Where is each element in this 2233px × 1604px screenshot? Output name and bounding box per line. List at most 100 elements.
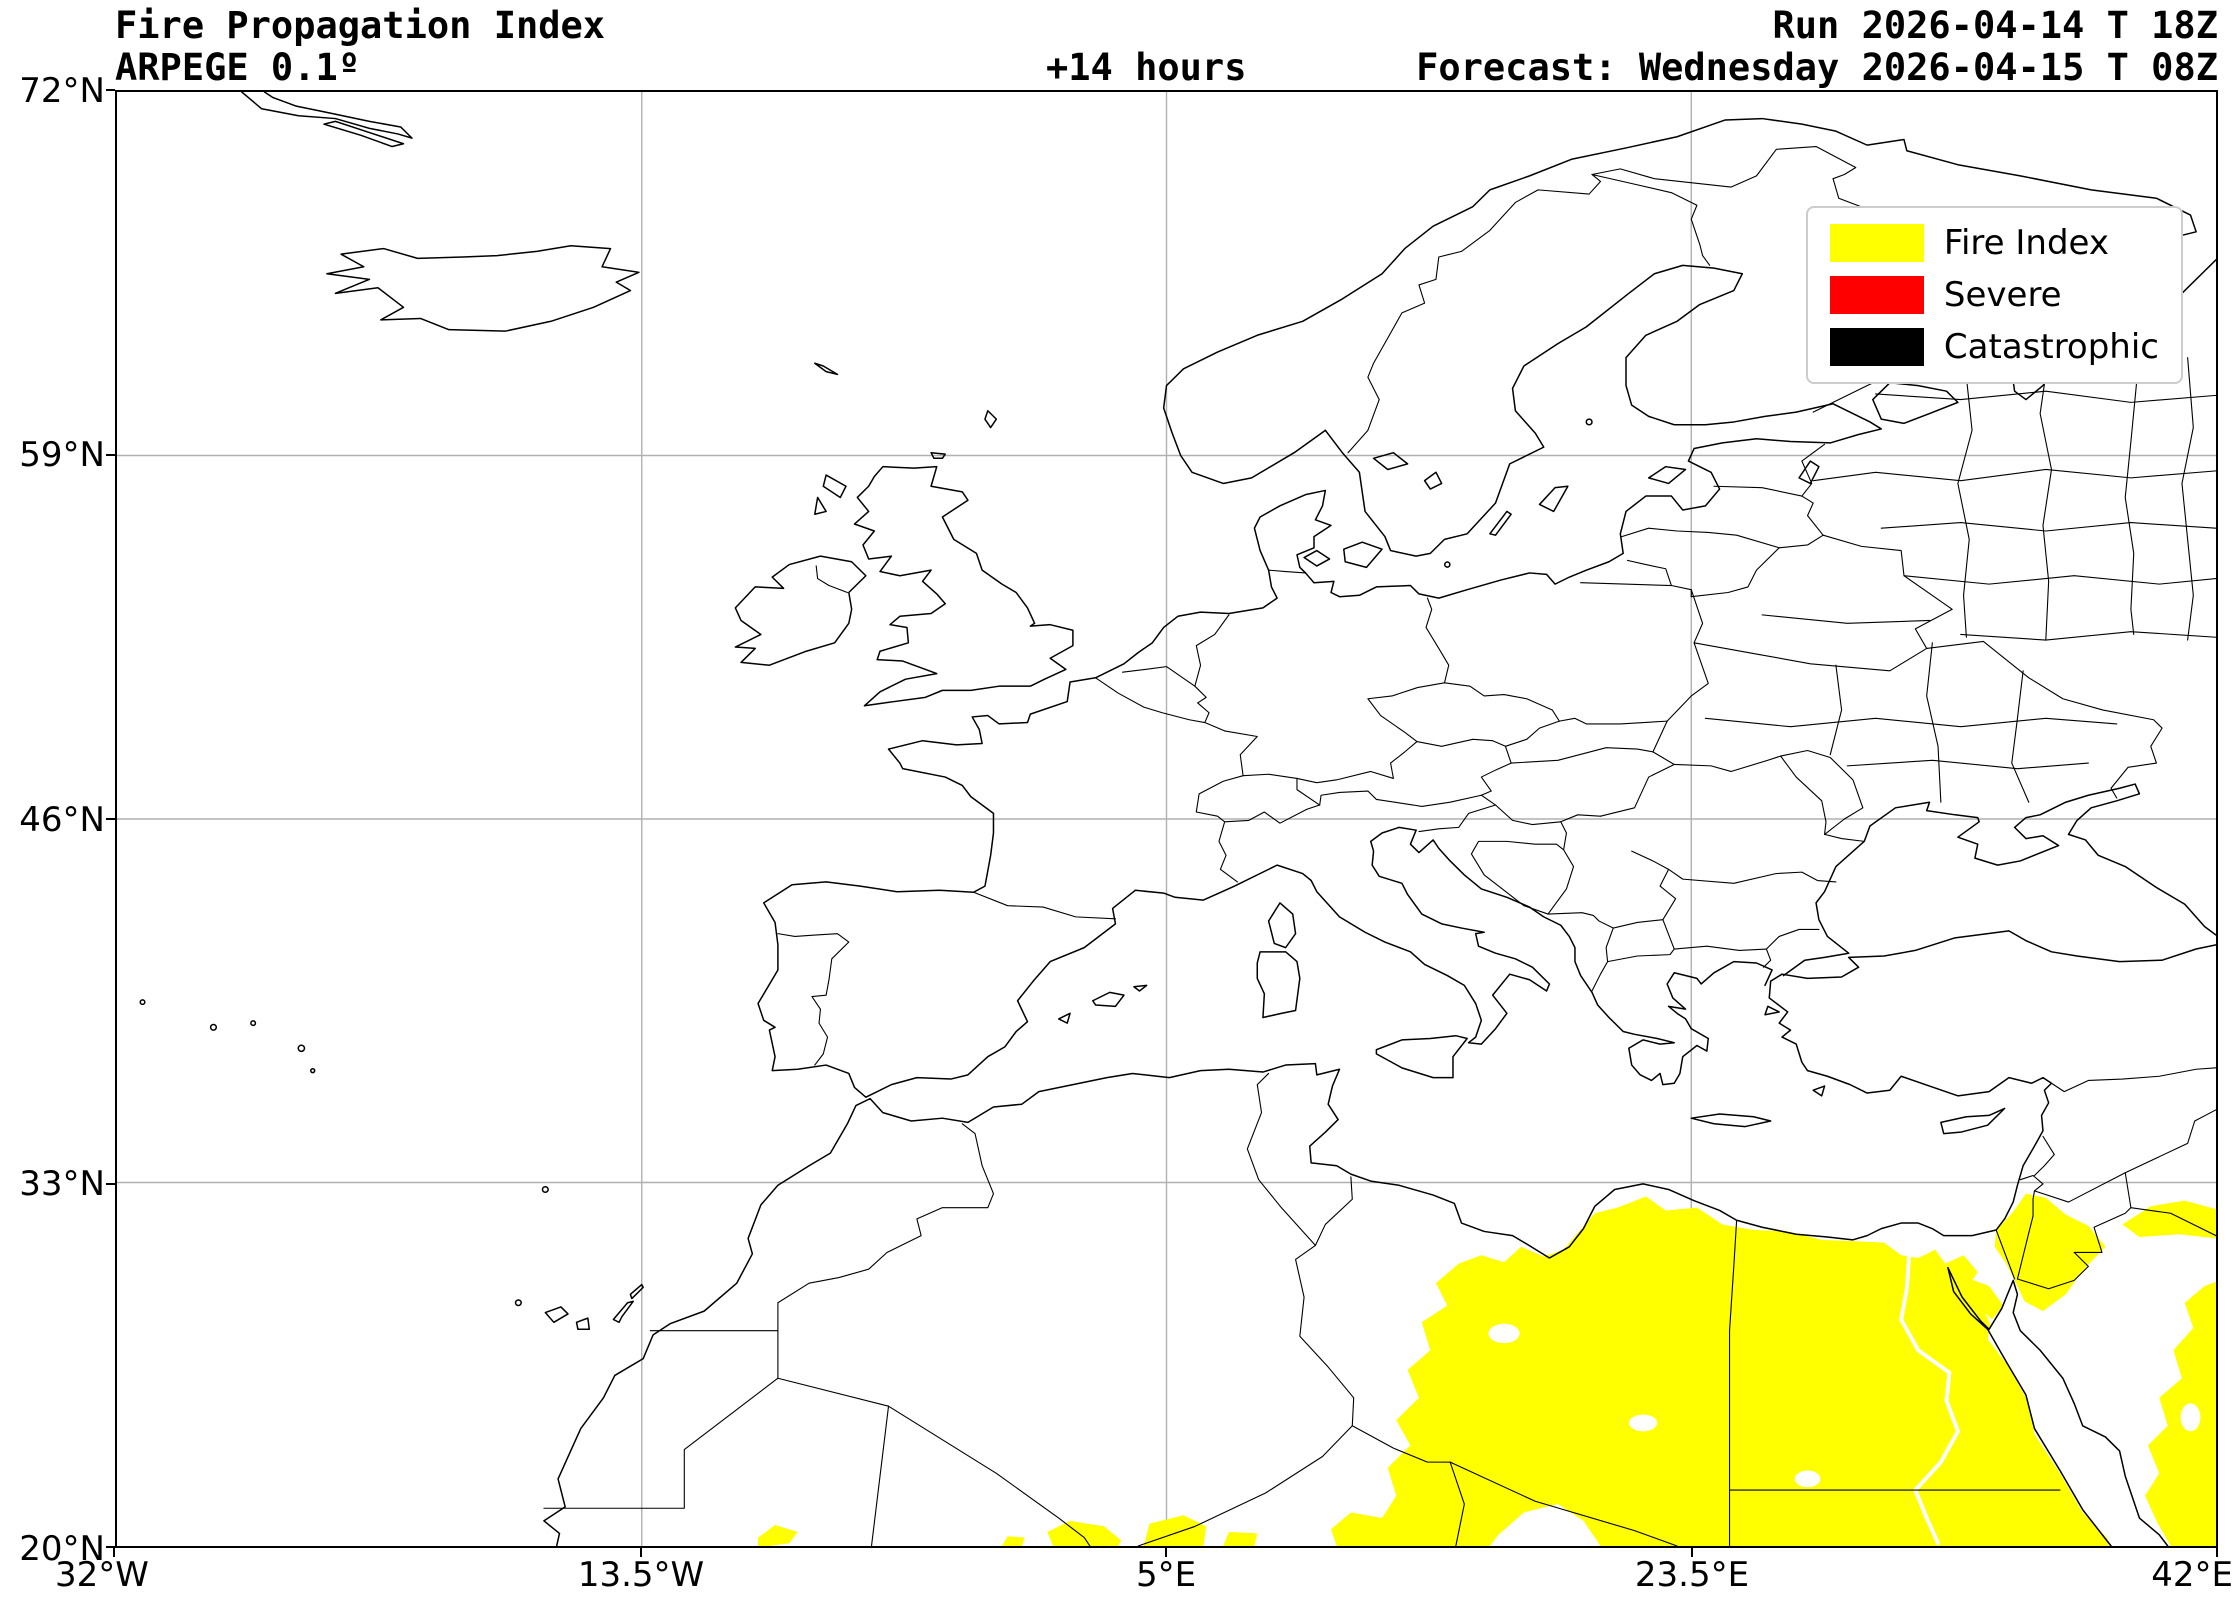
border-by-ru (1823, 535, 1952, 648)
border-kaliningrad-lt (1627, 560, 1671, 585)
border-hu-at (1481, 763, 1511, 795)
border-fr-be (1096, 678, 1225, 731)
coast-northsea-france (889, 570, 1278, 892)
lon-tick-23p5e: 23.5°E (1634, 1555, 1750, 1595)
border-lv-by (1779, 535, 1823, 548)
coast-fyn (1304, 551, 1330, 566)
border-lu (1198, 703, 1209, 723)
coast-sinai-aqaba-arabia (1948, 1268, 2168, 1546)
legend-item-severe: Severe (1829, 276, 2159, 314)
border-md-ua (1781, 750, 1863, 834)
coast-oland (1490, 511, 1511, 535)
border-pl-cz (1444, 683, 1559, 721)
border-cz-sk (1505, 721, 1559, 746)
border-ua-by (1694, 643, 1927, 671)
page-title: Fire Propagation Index (115, 4, 606, 47)
admin-ru-2 (1876, 391, 2216, 402)
fire-patch-mauritania (758, 1525, 798, 1546)
lake-peipus (1799, 461, 1819, 483)
admin-ru-v3 (2125, 383, 2136, 635)
lat-tick-20n: 20°N (19, 1529, 105, 1569)
border-lv-ru (1802, 496, 1823, 535)
border-pl-ua (1667, 643, 1708, 721)
lon-tick-32w: 32°W (55, 1555, 149, 1595)
map-plot-area: Fire Index Severe Catastrophic (115, 90, 2218, 1548)
lake-vattern (1425, 472, 1442, 489)
coast-sicily (1376, 1036, 1467, 1078)
coast-la-palma (516, 1300, 522, 1306)
coast-faroes (815, 363, 838, 374)
coast-azores-4 (298, 1045, 304, 1051)
coast-gotland (1539, 486, 1567, 511)
lake-ladoga (1873, 383, 1958, 424)
border-hu-hr (1496, 805, 1561, 825)
border-ro-ua-danube (1825, 834, 1865, 841)
border-de-cz (1368, 683, 1445, 742)
fire-hole-1 (1488, 1323, 1520, 1344)
fire-hole-2 (1628, 1414, 1658, 1432)
border-ee-ru (1802, 444, 1825, 496)
admin-ua-v3 (1830, 665, 1841, 754)
fire-area-sinai (1963, 1277, 2004, 1320)
admin-ru-v1 (1958, 377, 1972, 637)
border-se-fi (1592, 174, 1710, 265)
border-uk-ie (816, 566, 847, 593)
border-hu-rs (1561, 815, 1601, 822)
border-sy-jo (2034, 1173, 2125, 1202)
coast-greenland-2 (324, 121, 403, 146)
border-sk-ua (1653, 721, 1667, 752)
border-de-pl (1426, 598, 1449, 683)
admin-ua-2 (1847, 760, 2088, 768)
lat-tick-33n: 33°N (19, 1164, 105, 1204)
x-tickmark (640, 1548, 642, 1557)
x-tickmark (1691, 1548, 1693, 1557)
coastlines (140, 92, 2216, 1546)
coast-adriatic-greece-aegean (1410, 830, 1772, 1084)
admin-ua-v2 (2012, 671, 2029, 802)
border-gr-al (1592, 962, 1608, 991)
border-pl-lt (1671, 586, 1691, 597)
border-bg-tr (1766, 929, 1818, 949)
border-mk-gr (1608, 949, 1675, 962)
coast-sardinia (1257, 952, 1300, 1018)
border-jo-sa (2017, 1208, 2130, 1289)
lon-tick-42e: 42°E (2151, 1555, 2233, 1595)
coast-turkey-blacksea (1782, 931, 2216, 979)
coast-fuerteventura (613, 1301, 633, 1322)
border-hr-rs (1561, 822, 1567, 850)
border-dz-ml (889, 1406, 1090, 1546)
forecast-label: Forecast: Wednesday 2026-04-15 T 08Z (1416, 46, 2218, 89)
border-ch-it (1225, 805, 1320, 823)
border-ne-ly (1352, 1426, 1450, 1462)
admin-ru-v2 (2040, 355, 2051, 640)
border-pt-es (778, 934, 849, 1065)
coast-tenerife (545, 1307, 568, 1322)
coast-madeira (542, 1187, 548, 1193)
admin-ua-1 (1705, 718, 2116, 726)
coast-redsea-africa (1948, 1268, 2111, 1546)
europe-africa-map (117, 92, 2216, 1546)
coast-iberia-med-italy (758, 827, 1549, 1097)
fire-index-swatch (1829, 224, 1924, 262)
coast-lesbos (1765, 1006, 1779, 1014)
nile-river (1901, 1247, 1958, 1543)
coast-azores-3 (251, 1021, 256, 1025)
border-eg-ly-sd (1730, 1220, 1737, 1546)
border-mk-al (1606, 928, 1613, 962)
y-tickmark (106, 818, 115, 820)
graticule (117, 92, 2216, 1546)
border-sy-lb (2034, 1136, 2054, 1175)
fire-patch-sahel-3 (1223, 1532, 1258, 1546)
border-ro-bg (1669, 869, 1836, 883)
admin-ru-4 (1904, 576, 2216, 584)
border-pl-sk (1559, 718, 1667, 724)
border-rs-mk (1613, 920, 1663, 928)
border-sk-at (1505, 746, 1511, 763)
coast-ireland (735, 556, 865, 665)
coast-ibiza (1059, 1013, 1070, 1023)
border-ly-td (1450, 1462, 1677, 1546)
coast-gran-canaria (577, 1318, 590, 1329)
border-at-ch (1297, 778, 1320, 805)
coast-saaremaa (1649, 467, 1686, 484)
